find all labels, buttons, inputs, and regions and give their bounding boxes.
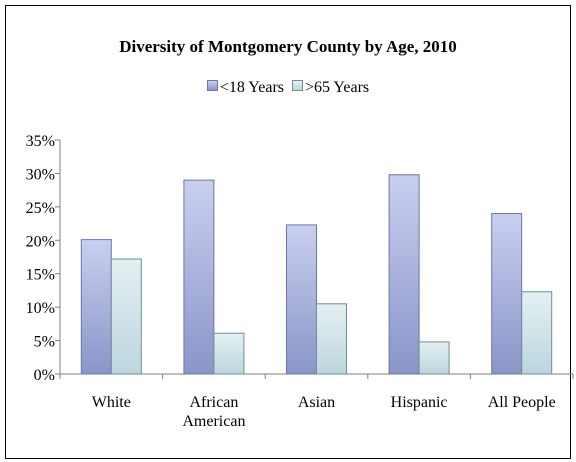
legend-swatch-under-18 bbox=[206, 80, 218, 91]
y-tick-label: 35% bbox=[26, 133, 55, 150]
x-tick-label-all-people: All People bbox=[488, 394, 556, 411]
y-tick-label: 10% bbox=[26, 300, 55, 317]
y-tick-label: 25% bbox=[26, 200, 55, 217]
legend-item-over-65: >65 Years bbox=[292, 79, 369, 97]
x-tick-label-white: White bbox=[92, 394, 131, 411]
bar-white-under-18 bbox=[80, 239, 112, 375]
y-axis: 0% 5% 10% 15% 20% 25% 30% 35% bbox=[26, 133, 61, 384]
bars bbox=[80, 174, 553, 375]
legend-label-over-65: >65 Years bbox=[305, 79, 370, 96]
y-tick-label: 15% bbox=[26, 267, 55, 284]
legend: <18 Years >65 Years bbox=[0, 79, 576, 97]
y-tick-label: 0% bbox=[34, 367, 55, 384]
chart-title: Diversity of Montgomery County by Age, 2… bbox=[119, 37, 457, 56]
y-tick-label: 30% bbox=[26, 166, 55, 183]
bar-hispanic-over-65 bbox=[418, 341, 450, 375]
y-tick-label: 20% bbox=[26, 233, 55, 250]
y-tick-label: 5% bbox=[34, 334, 55, 351]
bar-african-american-over-65 bbox=[213, 332, 245, 375]
bar-white-over-65 bbox=[110, 258, 142, 375]
x-axis: White African American Asian Hispanic All Peo… bbox=[59, 373, 574, 430]
bar-asian-under-18 bbox=[286, 224, 317, 375]
bar-hispanic-under-18 bbox=[388, 174, 420, 375]
bar-african-american-under-18 bbox=[183, 179, 215, 375]
x-tick-label-hispanic: Hispanic bbox=[391, 394, 448, 411]
legend-label-under-18: <18 Years bbox=[219, 79, 284, 96]
x-tick-label-african-american: African American bbox=[182, 394, 245, 430]
legend-swatch-over-65 bbox=[292, 80, 303, 91]
bar-all-people-under-18 bbox=[491, 213, 523, 375]
bar-all-people-over-65 bbox=[521, 291, 553, 375]
bar-asian-over-65 bbox=[316, 303, 347, 375]
x-tick-label-asian: Asian bbox=[298, 394, 335, 411]
legend-item-under-18: <18 Years bbox=[206, 79, 284, 97]
